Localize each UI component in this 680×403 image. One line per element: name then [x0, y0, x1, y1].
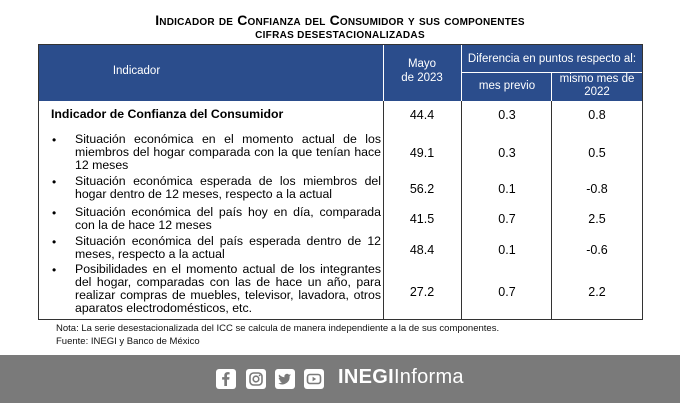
header-mismo-mes-line2: 2022 — [584, 86, 610, 98]
value-mayo: 56.2 — [409, 182, 435, 196]
value-mayo: 49.1 — [409, 146, 435, 160]
bullet-icon: • — [52, 175, 57, 189]
value-mes-previo: 0.3 — [498, 108, 516, 122]
instagram-icon[interactable] — [246, 369, 266, 389]
value-mismo-mes: 2.5 — [588, 212, 606, 226]
column-divider — [461, 101, 462, 319]
header-mayo-line2: de 2023 — [401, 72, 443, 84]
bullet-icon: • — [52, 133, 57, 147]
header-mayo-2023: Mayo de 2023 — [384, 57, 460, 85]
brand-light: Informa — [393, 366, 464, 388]
youtube-icon[interactable] — [304, 369, 324, 389]
row-label: Situación económica en el momento actual… — [75, 132, 381, 172]
header-divider — [383, 45, 384, 101]
row-label: Indicador de Confianza del Consumidor — [51, 107, 284, 121]
table-note: Nota: La serie desestacionalizada del IC… — [56, 323, 500, 334]
inegi-informa-logo[interactable]: INEGIInforma — [338, 366, 464, 389]
value-mismo-mes: 2.2 — [588, 285, 606, 299]
header-mes-previo: mes previo — [478, 80, 536, 92]
table-row: Indicador de Confianza del Consumidor 44… — [39, 108, 642, 124]
value-mayo: 44.4 — [409, 108, 435, 122]
header-mismo-mes: mismo mes de 2022 — [552, 73, 642, 99]
row-label: Situación económica esperada de los miem… — [75, 174, 381, 201]
table-title: Indicador de Confianza del Consumidor y … — [155, 12, 525, 28]
row-label: Situación económica del país esperada de… — [75, 234, 381, 261]
header-divider — [461, 45, 462, 101]
value-mismo-mes: 0.5 — [588, 146, 606, 160]
row-label: Posibilidades en el momento actual de lo… — [75, 262, 381, 315]
column-divider — [551, 101, 552, 319]
table-subtitle: CIFRAS DESESTACIONALIZADAS — [255, 30, 425, 41]
value-mes-previo: 0.1 — [498, 182, 516, 196]
value-mes-previo: 0.1 — [498, 243, 516, 257]
data-table: Indicador Mayo de 2023 Diferencia en pun… — [38, 44, 643, 320]
value-mismo-mes: -0.6 — [586, 243, 608, 257]
value-mismo-mes: 0.8 — [588, 108, 606, 122]
table-row: • Situación económica del país hoy en dí… — [39, 206, 642, 234]
table-row: • Posibilidades en el momento actual de … — [39, 263, 642, 317]
header-diferencia: Diferencia en puntos respecto al: — [467, 53, 637, 65]
value-mayo: 27.2 — [409, 285, 435, 299]
header-mismo-mes-line1: mismo mes de — [559, 73, 635, 85]
value-mes-previo: 0.7 — [498, 212, 516, 226]
bullet-icon: • — [52, 235, 57, 249]
value-mes-previo: 0.3 — [498, 146, 516, 160]
table-row: • Situación económica esperada de los mi… — [39, 175, 642, 203]
value-mayo: 41.5 — [409, 212, 435, 226]
header-indicador: Indicador — [112, 65, 161, 77]
table-source: Fuente: INEGI y Banco de México — [56, 336, 200, 347]
facebook-icon[interactable] — [216, 369, 236, 389]
value-mismo-mes: -0.8 — [586, 182, 608, 196]
header-divider — [551, 73, 552, 101]
row-label: Situación económica del país hoy en día,… — [75, 205, 381, 232]
bullet-icon: • — [52, 263, 57, 277]
header-divider — [461, 72, 642, 73]
table-row: • Situación económica en el momento actu… — [39, 133, 642, 173]
column-divider — [383, 101, 384, 319]
bullet-icon: • — [52, 206, 57, 220]
twitter-icon[interactable] — [275, 369, 295, 389]
value-mes-previo: 0.7 — [498, 285, 516, 299]
header-mayo-line1: Mayo — [407, 58, 437, 70]
table-header: Indicador Mayo de 2023 Diferencia en pun… — [39, 45, 642, 101]
footer-bar: INEGIInforma — [0, 355, 680, 403]
table-row: • Situación económica del país esperada … — [39, 235, 642, 263]
value-mayo: 48.4 — [409, 243, 435, 257]
brand-bold: INEGI — [338, 366, 394, 388]
